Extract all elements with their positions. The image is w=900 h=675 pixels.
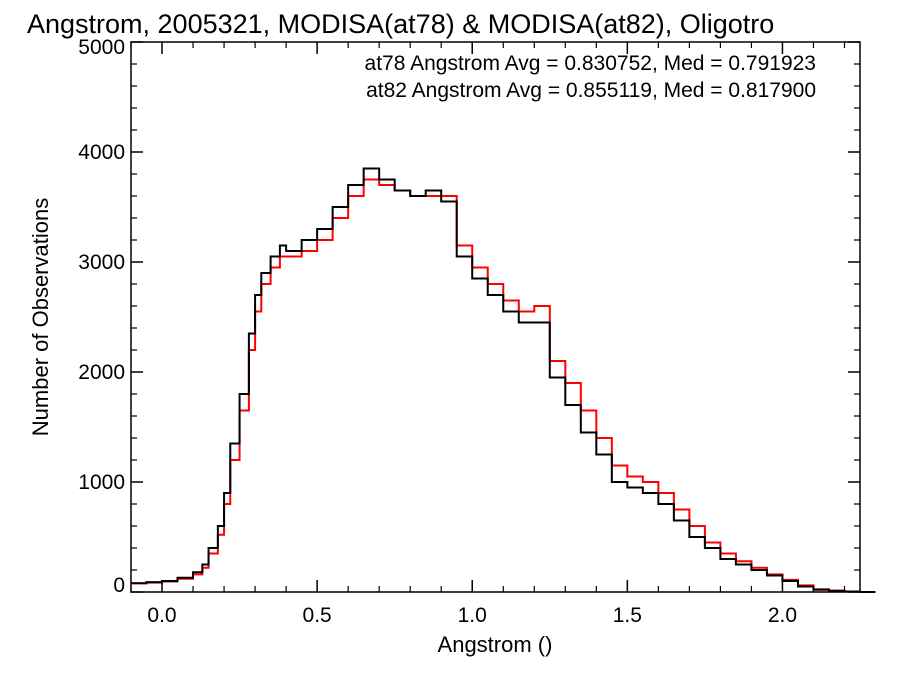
y-tick-label: 5000 [78, 36, 125, 59]
y-axis-label: Number of Observations [28, 198, 53, 436]
y-tick-label: 0 [113, 574, 125, 597]
x-tick-label: 1.0 [458, 604, 487, 627]
y-tick-label: 4000 [78, 141, 125, 164]
legend-at78: at78 Angstrom Avg = 0.830752, Med = 0.79… [365, 52, 816, 75]
x-tick-label: 0.0 [147, 604, 176, 627]
legend-at82: at82 Angstrom Avg = 0.855119, Med = 0.81… [366, 79, 816, 102]
plot-frame [130, 41, 861, 593]
y-axis: 0 1000 2000 3000 4000 5000 [78, 36, 860, 597]
series-line-1 [131, 178, 876, 593]
y-tick-label: 3000 [78, 251, 125, 274]
x-axis: 0.0 0.5 1.0 1.5 2.0 [130, 42, 846, 627]
x-tick-label: 1.5 [613, 604, 642, 627]
chart-title: Angstrom, 2005321, MODISA(at78) & MODISA… [27, 9, 774, 39]
plot-series-group [131, 167, 876, 593]
series-line-0 [131, 167, 876, 593]
x-axis-label: Angstrom () [438, 632, 553, 657]
x-tick-label: 2.0 [768, 604, 797, 627]
x-tick-label: 0.5 [303, 604, 332, 627]
y-tick-label: 2000 [78, 361, 125, 384]
y-tick-label: 1000 [78, 471, 125, 494]
